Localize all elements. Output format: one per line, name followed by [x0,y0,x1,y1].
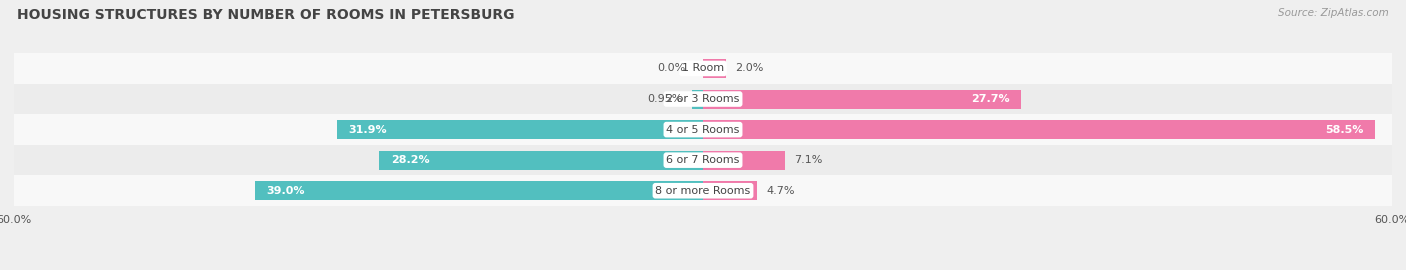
Text: 31.9%: 31.9% [349,124,387,135]
Text: HOUSING STRUCTURES BY NUMBER OF ROOMS IN PETERSBURG: HOUSING STRUCTURES BY NUMBER OF ROOMS IN… [17,8,515,22]
Text: 2.0%: 2.0% [735,63,763,73]
Text: 28.2%: 28.2% [391,155,429,165]
Text: 0.0%: 0.0% [658,63,686,73]
Text: 8 or more Rooms: 8 or more Rooms [655,186,751,196]
Text: 0.95%: 0.95% [648,94,683,104]
Bar [14,84,1392,114]
Bar [380,151,703,170]
Bar [14,114,1392,145]
Bar [703,151,785,170]
Text: 7.1%: 7.1% [794,155,823,165]
Bar [703,59,725,78]
Bar [692,90,703,109]
Bar [256,181,703,200]
Text: 2 or 3 Rooms: 2 or 3 Rooms [666,94,740,104]
Bar [703,120,1375,139]
Text: 6 or 7 Rooms: 6 or 7 Rooms [666,155,740,165]
Text: 39.0%: 39.0% [267,186,305,196]
Bar [14,53,1392,84]
Text: 4 or 5 Rooms: 4 or 5 Rooms [666,124,740,135]
Bar [14,176,1392,206]
Text: 4.7%: 4.7% [766,186,794,196]
Bar [703,181,756,200]
Legend: Owner-occupied, Renter-occupied: Owner-occupied, Renter-occupied [575,266,831,270]
Text: 1 Room: 1 Room [682,63,724,73]
Text: 58.5%: 58.5% [1324,124,1364,135]
Text: Source: ZipAtlas.com: Source: ZipAtlas.com [1278,8,1389,18]
Text: 27.7%: 27.7% [972,94,1010,104]
Bar [14,145,1392,176]
Bar [703,90,1021,109]
Bar [336,120,703,139]
